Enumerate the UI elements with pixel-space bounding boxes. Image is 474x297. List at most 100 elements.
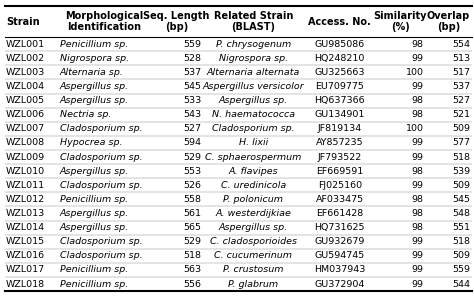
Text: 99: 99 (411, 181, 424, 190)
Text: 98: 98 (411, 195, 424, 204)
Text: 545: 545 (184, 82, 202, 91)
Text: Aspergillus sp.: Aspergillus sp. (60, 223, 129, 232)
Text: 509: 509 (452, 251, 470, 260)
Text: Morphological
Identification: Morphological Identification (65, 11, 143, 32)
Text: 98: 98 (411, 40, 424, 49)
Text: Aspergillus sp.: Aspergillus sp. (60, 209, 129, 218)
Text: Overlap
(bp): Overlap (bp) (427, 11, 470, 32)
Text: HM037943: HM037943 (314, 266, 365, 274)
Text: 509: 509 (452, 181, 470, 190)
Text: Cladosporium sp.: Cladosporium sp. (212, 124, 295, 133)
Text: Cladosporium sp.: Cladosporium sp. (60, 124, 143, 133)
Text: 518: 518 (452, 153, 470, 162)
Text: WZL010: WZL010 (6, 167, 46, 176)
Text: FJ025160: FJ025160 (318, 181, 362, 190)
Text: 98: 98 (411, 96, 424, 105)
Text: Seq. Length
(bp): Seq. Length (bp) (143, 11, 210, 32)
Text: 551: 551 (452, 223, 470, 232)
Text: 537: 537 (183, 68, 202, 77)
Text: 99: 99 (411, 266, 424, 274)
Text: Access. No.: Access. No. (309, 17, 371, 26)
Text: Aspergillus versicolor: Aspergillus versicolor (202, 82, 304, 91)
Text: WZL007: WZL007 (6, 124, 46, 133)
Text: WZL005: WZL005 (6, 96, 46, 105)
Text: Alternaria alternata: Alternaria alternata (207, 68, 300, 77)
Text: Aspergillus sp.: Aspergillus sp. (219, 223, 288, 232)
Text: 545: 545 (452, 195, 470, 204)
Text: WZL008: WZL008 (6, 138, 46, 147)
Text: 98: 98 (411, 167, 424, 176)
Text: 543: 543 (183, 110, 202, 119)
Text: 100: 100 (406, 124, 424, 133)
Text: WZL009: WZL009 (6, 153, 46, 162)
Text: Hypocrea sp.: Hypocrea sp. (60, 138, 122, 147)
Text: WZL018: WZL018 (6, 279, 46, 288)
Text: Aspergillus sp.: Aspergillus sp. (60, 96, 129, 105)
Text: 548: 548 (452, 209, 470, 218)
Text: Nigrospora sp.: Nigrospora sp. (60, 54, 129, 63)
Text: 98: 98 (411, 110, 424, 119)
Text: EF661428: EF661428 (316, 209, 364, 218)
Text: Nectria sp.: Nectria sp. (60, 110, 111, 119)
Text: 98: 98 (411, 209, 424, 218)
Text: 533: 533 (183, 96, 202, 105)
Text: WZL011: WZL011 (6, 181, 46, 190)
Text: WZL012: WZL012 (6, 195, 46, 204)
Text: Aspergillus sp.: Aspergillus sp. (60, 167, 129, 176)
Text: 99: 99 (411, 138, 424, 147)
Text: 518: 518 (452, 237, 470, 246)
Text: N. haematococca: N. haematococca (212, 110, 295, 119)
Text: JF793522: JF793522 (318, 153, 362, 162)
Text: 521: 521 (452, 110, 470, 119)
Text: AY857235: AY857235 (316, 138, 364, 147)
Text: 554: 554 (452, 40, 470, 49)
Text: 99: 99 (411, 54, 424, 63)
Text: 529: 529 (184, 153, 202, 162)
Text: 98: 98 (411, 223, 424, 232)
Text: Aspergillus sp.: Aspergillus sp. (219, 96, 288, 105)
Text: Cladosporium sp.: Cladosporium sp. (60, 237, 143, 246)
Text: 528: 528 (184, 54, 202, 63)
Text: WZL002: WZL002 (6, 54, 46, 63)
Text: 518: 518 (184, 251, 202, 260)
Text: 99: 99 (411, 237, 424, 246)
Text: Nigrospora sp.: Nigrospora sp. (219, 54, 288, 63)
Text: Cladosporium sp.: Cladosporium sp. (60, 153, 143, 162)
Text: 100: 100 (406, 68, 424, 77)
Text: AF033475: AF033475 (316, 195, 364, 204)
Text: HQ248210: HQ248210 (315, 54, 365, 63)
Text: 99: 99 (411, 279, 424, 288)
Text: 99: 99 (411, 82, 424, 91)
Text: 517: 517 (452, 68, 470, 77)
Text: Penicillium sp.: Penicillium sp. (60, 279, 128, 288)
Text: 99: 99 (411, 153, 424, 162)
Text: Similarity
(%): Similarity (%) (374, 11, 427, 32)
Text: 513: 513 (452, 54, 470, 63)
Text: P. chrysogenum: P. chrysogenum (216, 40, 291, 49)
Text: Penicillium sp.: Penicillium sp. (60, 266, 128, 274)
Text: H. lixii: H. lixii (239, 138, 268, 147)
Text: C. cucumerinum: C. cucumerinum (214, 251, 292, 260)
Text: 529: 529 (184, 237, 202, 246)
Text: 553: 553 (183, 167, 202, 176)
Text: Alternaria sp.: Alternaria sp. (60, 68, 124, 77)
Text: Cladosporium sp.: Cladosporium sp. (60, 181, 143, 190)
Text: 539: 539 (452, 167, 470, 176)
Text: GU985086: GU985086 (315, 40, 365, 49)
Text: WZL017: WZL017 (6, 266, 46, 274)
Text: EF669591: EF669591 (316, 167, 364, 176)
Text: Strain: Strain (6, 17, 40, 26)
Text: WZL004: WZL004 (6, 82, 46, 91)
Text: 509: 509 (452, 124, 470, 133)
Text: GU134901: GU134901 (315, 110, 365, 119)
Text: P. glabrum: P. glabrum (228, 279, 278, 288)
Text: C. uredinicola: C. uredinicola (221, 181, 286, 190)
Text: WZL015: WZL015 (6, 237, 46, 246)
Text: 561: 561 (184, 209, 202, 218)
Text: WZL013: WZL013 (6, 209, 46, 218)
Text: 544: 544 (452, 279, 470, 288)
Text: 563: 563 (183, 266, 202, 274)
Text: 526: 526 (184, 181, 202, 190)
Text: A. westerdijkiae: A. westerdijkiae (215, 209, 292, 218)
Text: 537: 537 (452, 82, 470, 91)
